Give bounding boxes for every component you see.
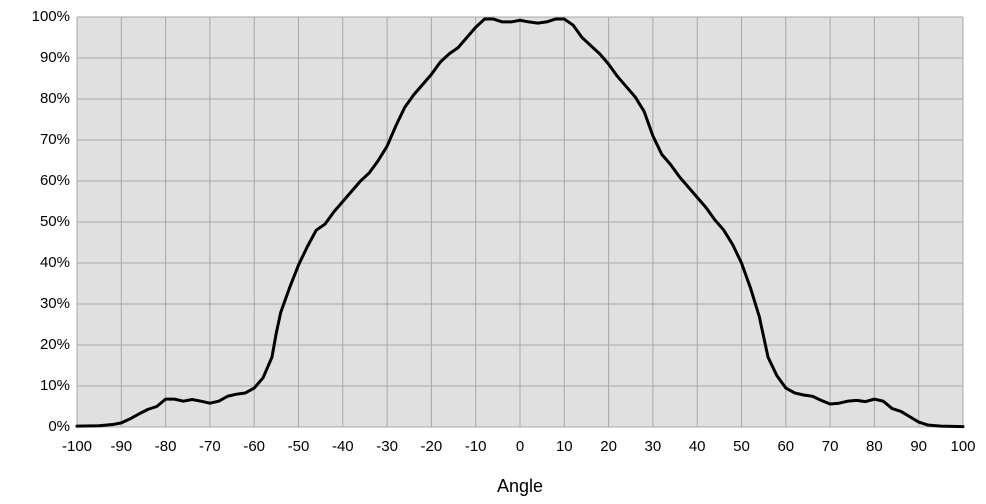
x-tick-label: 100 [950,438,975,455]
x-tick-label: -100 [62,438,92,455]
x-tick-label: 0 [516,438,524,455]
x-axis-label: Angle [497,476,543,496]
x-tick-label: -80 [155,438,177,455]
x-tick-label: 70 [822,438,839,455]
x-tick-label: -60 [243,438,265,455]
x-tick-label: -40 [332,438,354,455]
y-tick-label: 10% [40,377,70,394]
y-tick-label: 80% [40,90,70,107]
x-tick-label: 30 [645,438,662,455]
y-tick-label: 0% [48,418,70,435]
x-tick-label: 60 [777,438,794,455]
x-tick-label: -90 [110,438,132,455]
y-tick-label: 90% [40,49,70,66]
y-tick-label: 30% [40,295,70,312]
x-tick-label: 90 [910,438,927,455]
y-tick-label: 100% [32,8,70,25]
x-tick-label: 20 [600,438,617,455]
x-tick-label: 40 [689,438,706,455]
y-tick-label: 50% [40,213,70,230]
y-tick-label: 70% [40,131,70,148]
x-tick-label: -70 [199,438,221,455]
x-tick-label: 10 [556,438,573,455]
y-tick-label: 20% [40,336,70,353]
x-tick-label: -10 [465,438,487,455]
y-tick-label: 40% [40,254,70,271]
x-tick-label: -30 [376,438,398,455]
x-tick-label: -50 [288,438,310,455]
x-tick-label: -20 [421,438,443,455]
data-line [75,17,965,429]
y-tick-label: 60% [40,172,70,189]
x-tick-label: 50 [733,438,750,455]
x-tick-label: 80 [866,438,883,455]
